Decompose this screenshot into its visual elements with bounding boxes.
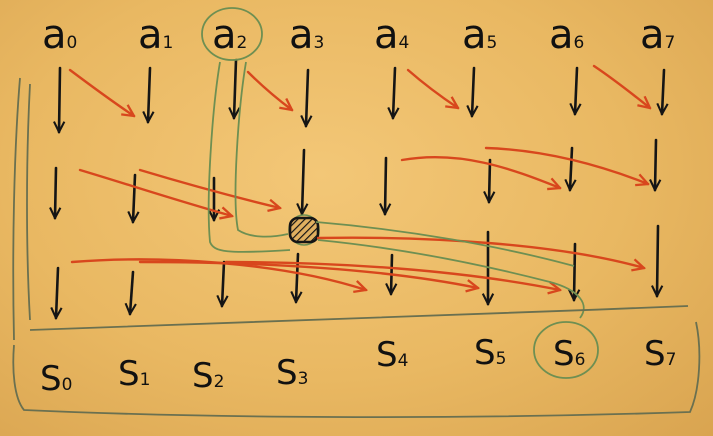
dependency-highlight: [201, 7, 599, 379]
input-label: a1: [138, 12, 173, 58]
level-2-pass-arrows: [55, 138, 656, 222]
input-highlight-circle: [201, 7, 263, 61]
output-label: S3: [276, 353, 308, 393]
output-highlight-circle: [533, 321, 599, 379]
output-label: S6: [553, 334, 585, 374]
input-labels: a0 a1 a2 a3 a4 a5 a6 a7: [42, 12, 675, 58]
output-frame: [12, 77, 701, 418]
output-label: S7: [644, 334, 676, 374]
level-3-combine-arrows: [70, 236, 644, 290]
output-label: S0: [40, 359, 72, 399]
level-1-combine-arrows: [68, 64, 650, 116]
level-1-pass-arrows: [59, 58, 664, 132]
highlighted-node: [288, 214, 320, 246]
input-label: a6: [549, 12, 584, 58]
input-label: a2: [212, 12, 247, 58]
input-label: a4: [374, 12, 409, 58]
output-label: S5: [474, 333, 506, 373]
input-label: a5: [462, 12, 497, 58]
output-label: S1: [118, 354, 150, 394]
input-label: a3: [289, 12, 324, 58]
output-label: S2: [192, 356, 224, 396]
level-2-combine-arrows: [78, 146, 648, 216]
output-labels: S0 S1 S2 S3 S4 S5 S6 S7: [40, 333, 676, 399]
input-label: a0: [42, 12, 77, 58]
input-label: a7: [640, 12, 675, 58]
output-label: S4: [376, 335, 408, 375]
